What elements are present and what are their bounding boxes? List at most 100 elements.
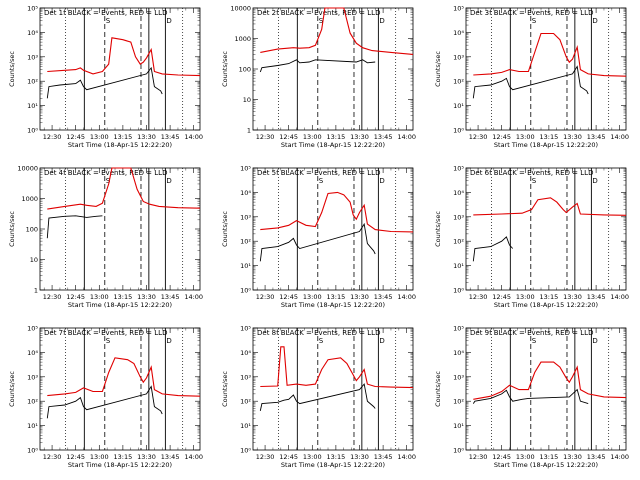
x-tick-label: 12:30 [469,293,488,301]
y-tick-label: 10¹ [453,102,464,110]
y-tick-label: 10² [453,78,464,86]
lld-series-line [260,7,414,55]
events-series-line [259,383,376,411]
panel-9: 10⁰ 10¹ 10² 10³ 10⁴ 10⁵ 12:30 12:45 13:00 13:15 13… [434,325,629,470]
x-tick-label: 13:45 [587,133,606,141]
x-tick-label: 12:45 [492,133,511,141]
x-tick-label: 12:45 [279,453,298,461]
panel-title: Det 6f BLACK = Events, RED = LLD [470,169,593,177]
events-series-line [46,66,163,99]
y-tick-label: 10⁵ [453,325,464,333]
plot-frame [465,327,627,451]
plot-frame [39,327,201,451]
y-tick-label: 10¹ [240,262,251,270]
y-tick-label: 10³ [453,213,464,221]
x-axis-label: Start Time (18-Apr-15 12:22:20) [68,141,172,149]
x-tick-label: 13:45 [161,453,180,461]
y-tick-label: 10 [30,256,38,264]
x-tick-label: 13:15 [540,453,559,461]
flag-label-s: S [532,17,537,25]
x-axis-label: Start Time (18-Apr-15 12:22:20) [68,301,172,309]
x-tick-label: 13:30 [137,293,156,301]
y-axis-label: Counts/sec [221,51,229,87]
panel-title: Det 8f BLACK = Events, RED = LLD [257,329,380,337]
y-tick-label: 10¹ [240,422,251,430]
flag-label-d: D [379,337,384,345]
x-tick-label: 13:30 [137,133,156,141]
panel-title: Det 9f BLACK = Events, RED = LLD [470,329,593,337]
y-tick-label: 1 [34,287,38,295]
x-axis-label: Start Time (18-Apr-15 12:22:20) [494,301,598,309]
events-series-line [259,59,376,73]
y-tick-label: 10² [240,398,251,406]
x-tick-label: 14:00 [610,293,629,301]
panel-title: Det 1f BLACK = Events, RED = LLD [44,9,167,17]
x-tick-label: 12:45 [279,133,298,141]
x-tick-label: 13:30 [350,293,369,301]
x-tick-label: 14:00 [184,293,203,301]
plot-frame [252,327,414,451]
flag-label-s: S [319,177,324,185]
x-tick-label: 13:00 [90,453,109,461]
y-tick-label: 10¹ [453,262,464,270]
plot-frame [465,167,627,291]
x-tick-label: 12:45 [492,293,511,301]
flag-label-s: S [106,337,111,345]
y-axis-label: Counts/sec [221,211,229,247]
lld-series-line [47,37,201,77]
y-tick-label: 1 [247,127,251,135]
x-tick-label: 13:15 [327,293,346,301]
y-axis-label: Counts/sec [434,51,442,87]
y-tick-label: 10² [27,78,38,86]
y-tick-label: 10³ [453,373,464,381]
y-tick-label: 10⁴ [453,189,464,197]
x-axis-label: Start Time (18-Apr-15 12:22:20) [281,301,385,309]
events-series-line [472,65,589,99]
lld-series-line [47,357,201,397]
x-tick-label: 14:00 [184,453,203,461]
x-axis-label: Start Time (18-Apr-15 12:22:20) [281,461,385,469]
flag-label-s: S [319,337,324,345]
panel-4: 1 10 100 1000 10000 12:30 12:45 13:00 13:15 13:30… [8,165,203,310]
x-tick-label: 13:30 [563,453,582,461]
plot-frame [39,7,201,131]
y-tick-label: 10⁰ [27,127,38,135]
events-series-line [46,385,163,419]
y-tick-label: 10³ [453,53,464,61]
x-tick-label: 14:00 [610,133,629,141]
panel-title: Det 7f BLACK = Events, RED = LLD [44,329,167,337]
x-tick-label: 13:45 [374,293,393,301]
plot-frame [39,167,201,291]
plot-frame [252,167,414,291]
x-axis-label: Start Time (18-Apr-15 12:22:20) [281,141,385,149]
x-tick-label: 13:15 [540,133,559,141]
x-tick-label: 13:30 [350,133,369,141]
events-series-line [46,215,103,239]
y-tick-label: 10⁴ [453,29,464,37]
flag-label-d: D [592,337,597,345]
y-tick-label: 10000 [230,5,251,13]
y-tick-label: 10⁰ [453,127,464,135]
panel-title: Det 3f BLACK = Events, RED = LLD [470,9,593,17]
x-tick-label: 12:30 [256,453,275,461]
x-axis-label: Start Time (18-Apr-15 12:22:20) [494,461,598,469]
flag-label-d: D [379,177,384,185]
flag-label-s: S [106,17,111,25]
x-tick-label: 12:45 [492,453,511,461]
y-tick-label: 10⁰ [240,287,251,295]
x-tick-label: 12:30 [43,453,62,461]
x-axis-label: Start Time (18-Apr-15 12:22:20) [68,461,172,469]
x-tick-label: 13:45 [587,293,606,301]
x-tick-label: 13:00 [303,293,322,301]
panel-6: 10⁰ 10¹ 10² 10³ 10⁴ 10⁵ 12:30 12:45 13:00 13:15 13… [434,165,629,310]
x-tick-label: 12:45 [66,293,85,301]
x-tick-label: 13:00 [303,133,322,141]
y-tick-label: 10⁴ [453,349,464,357]
x-tick-label: 12:45 [66,133,85,141]
x-tick-label: 14:00 [184,133,203,141]
x-tick-label: 13:15 [327,133,346,141]
lld-series-line [473,32,627,77]
x-tick-label: 13:00 [516,133,535,141]
y-tick-label: 10⁴ [240,349,251,357]
